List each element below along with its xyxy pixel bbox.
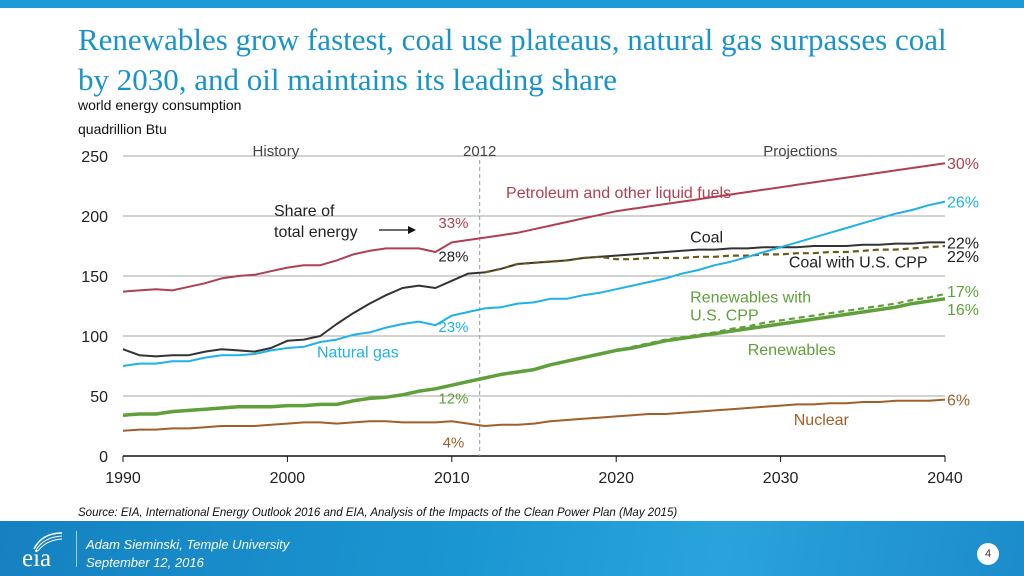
share-2040-label: 26% (947, 195, 979, 212)
top-accent-bar (0, 0, 1024, 8)
source-note: Source: EIA, International Energy Outloo… (78, 507, 678, 519)
share-2012-label: 23% (438, 319, 468, 336)
series-annotation: Renewables with (690, 289, 811, 306)
projections-label: Projections (763, 143, 837, 160)
x-tick-label: 2020 (598, 470, 634, 487)
share-2040-label: 6% (947, 393, 970, 410)
arrow-right-icon (408, 226, 416, 234)
series-annotations: Petroleum and other liquid fuels Coal Coal… (317, 185, 928, 429)
share-2012-label: 12% (438, 391, 468, 408)
share-labels: 33% 30% 28% 22%22% 23% 26% 12% 16%17% 4% 6% (438, 156, 979, 451)
series-line-coal-with-u-s-cpp (484, 244, 946, 274)
footer-divider (76, 531, 77, 567)
share-annotation: Share of total energy (274, 203, 416, 241)
x-tick-label: 1990 (105, 470, 141, 487)
y-axis-ticks: 0 50 100 150 200 250 (81, 149, 108, 466)
eia-logo: eia (22, 531, 68, 572)
share-2012-label: 28% (438, 249, 468, 266)
page-number: 4 (977, 543, 999, 565)
y-tick-label: 0 (99, 449, 108, 466)
y-tick-label: 100 (81, 329, 108, 346)
share-2040-label: 22% (947, 235, 979, 252)
logo-swoosh-icon (33, 532, 63, 551)
grid-lines (123, 155, 945, 397)
y-tick-label: 150 (81, 269, 108, 286)
series-lines (122, 162, 946, 432)
series-annotation: Petroleum and other liquid fuels (506, 185, 731, 202)
share-annotation-text: total energy (274, 224, 358, 241)
x-axis: 1990 2000 2010 2020 2030 2040 (105, 455, 963, 487)
share-annotation-text: Share of (274, 203, 335, 220)
y-tick-label: 250 (81, 149, 108, 166)
logo-text: eia (22, 545, 52, 572)
share-2012-label: 33% (438, 215, 468, 232)
divider-year-label: 2012 (463, 143, 496, 160)
chart-units: quadrillion Btu (78, 121, 167, 137)
series-line-renewables-with-u-s-cpp (484, 292, 946, 380)
share-2040-label: 17% (947, 284, 979, 301)
share-2040-label: 22% (947, 249, 979, 266)
presentation-date: September 12, 2016 (86, 555, 204, 570)
slide-title: Renewables grow fastest, coal use platea… (78, 22, 947, 97)
share-2040-label: 16% (947, 302, 979, 319)
share-2012-label: 4% (443, 435, 465, 452)
y-tick-label: 200 (81, 209, 108, 226)
series-annotation: Coal (690, 229, 723, 246)
x-tick-label: 2010 (434, 470, 470, 487)
energy-consumption-chart: 0 50 100 150 200 250 1990 2000 2010 2020 2030 2040… (81, 143, 979, 487)
y-tick-label: 50 (90, 389, 108, 406)
series-annotation: U.S. CPP (690, 307, 758, 324)
series-line-natural-gas (122, 200, 946, 367)
footer-bar: eia Adam Sieminski, Temple University Se… (0, 521, 1024, 576)
history-label: History (253, 143, 300, 160)
series-line-nuclear (122, 398, 946, 432)
series-annotation: Nuclear (794, 412, 850, 429)
x-tick-label: 2030 (763, 470, 799, 487)
share-2040-label: 30% (947, 156, 979, 173)
series-annotation: Renewables (748, 342, 836, 359)
chart-subtitle: world energy consumption (78, 97, 242, 113)
presenter-name: Adam Sieminski, Temple University (86, 537, 290, 552)
series-annotation: Coal with U.S. CPP (789, 255, 928, 272)
x-tick-label: 2000 (270, 470, 306, 487)
x-tick-label: 2040 (927, 470, 963, 487)
series-annotation: Natural gas (317, 345, 399, 362)
series-line-petroleum-and-other-liquid-fuels (122, 162, 946, 293)
